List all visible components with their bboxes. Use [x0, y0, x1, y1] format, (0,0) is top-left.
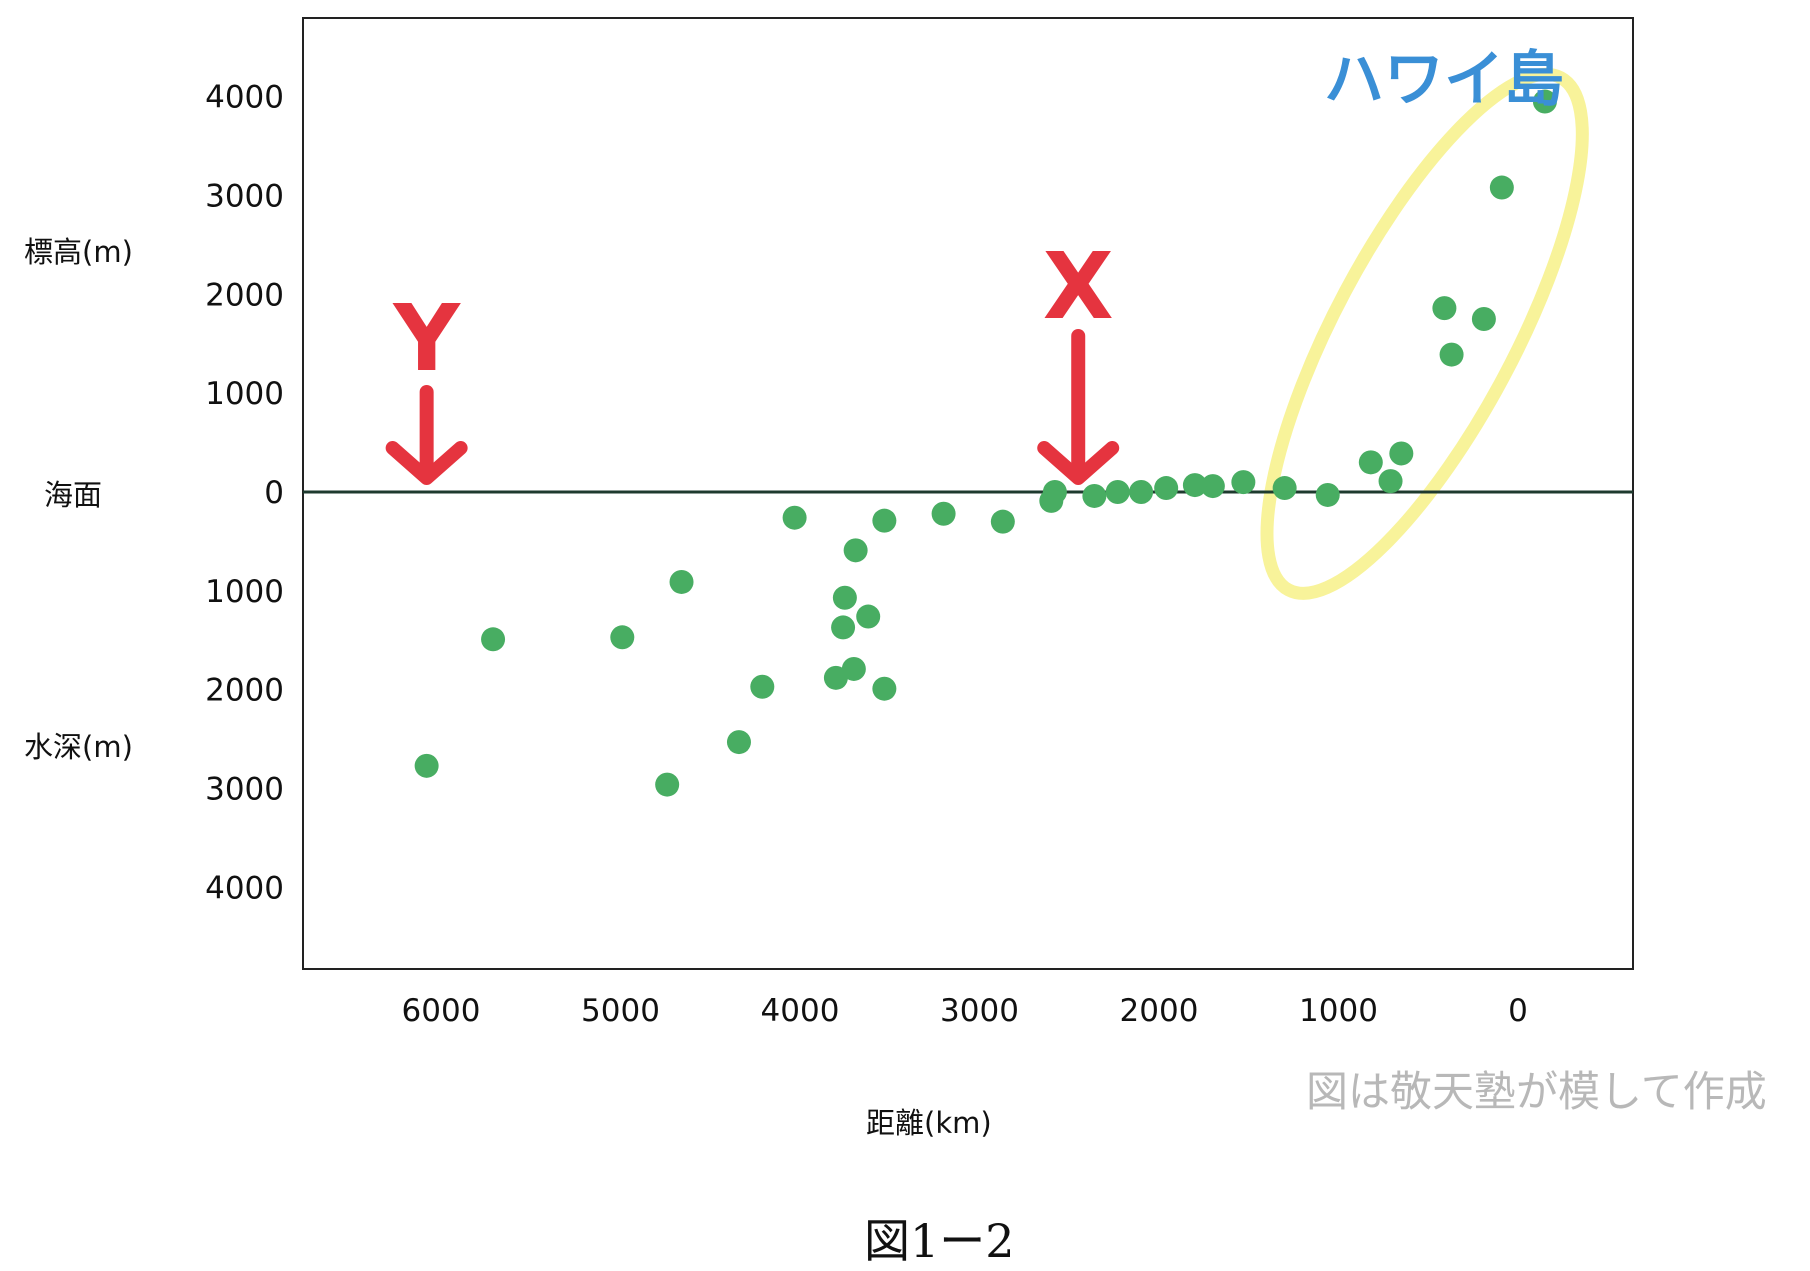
data-point — [669, 569, 694, 594]
data-point — [414, 753, 439, 778]
data-point — [726, 730, 751, 755]
data-point — [750, 674, 775, 699]
data-point — [1471, 307, 1496, 332]
data-point — [872, 676, 897, 701]
data-point — [1315, 482, 1340, 507]
y-tick-label: 1000 — [205, 376, 284, 412]
data-point — [782, 505, 807, 530]
x-axis-label: 距離(km) — [866, 1106, 992, 1140]
y-tick-label: 2000 — [205, 673, 284, 709]
x-tick-label: 5000 — [581, 993, 660, 1029]
y-tick-label: 4000 — [205, 870, 284, 906]
data-point — [1432, 296, 1457, 321]
data-point — [831, 615, 856, 640]
data-point — [1231, 470, 1256, 495]
data-point — [843, 538, 868, 563]
marker-y-label: Y — [392, 285, 461, 392]
y-tick-label: 4000 — [205, 80, 284, 116]
data-point — [1378, 469, 1403, 494]
data-point — [610, 625, 635, 650]
x-tick-label: 0 — [1508, 993, 1528, 1029]
y-tick-label: 1000 — [205, 574, 284, 610]
data-point — [1182, 473, 1207, 498]
data-point — [1105, 480, 1130, 504]
data-point — [832, 585, 857, 610]
x-tick-label: 4000 — [761, 993, 840, 1029]
marker-x-arrowhead — [1037, 441, 1120, 485]
data-point — [1200, 474, 1225, 499]
data-point — [872, 508, 897, 533]
data-point — [1532, 89, 1557, 114]
y-axis-label-sea-level: 海面 — [44, 478, 103, 512]
data-point — [856, 604, 881, 629]
hawaii-island-label: ハワイ島 — [1324, 45, 1564, 115]
data-point — [1489, 175, 1514, 200]
credit-text: 図は敬天塾が模して作成 — [1306, 1067, 1767, 1116]
data-point — [1389, 441, 1414, 466]
data-point — [1272, 476, 1297, 501]
data-point — [1358, 450, 1383, 475]
data-point — [823, 665, 848, 690]
marker-x-label: X — [1043, 233, 1114, 340]
y-tick-label: 0 — [264, 475, 284, 511]
x-tick-label: 6000 — [402, 993, 481, 1029]
y-tick-label: 2000 — [205, 277, 284, 313]
data-point — [1039, 488, 1064, 513]
x-tick-label: 1000 — [1299, 993, 1378, 1029]
x-tick-label: 3000 — [940, 993, 1019, 1029]
figure-caption: 図1ー2 — [864, 1214, 1015, 1268]
y-tick-label: 3000 — [205, 178, 284, 214]
data-point — [1129, 480, 1154, 504]
x-tick-label: 2000 — [1120, 993, 1199, 1029]
data-point — [990, 509, 1015, 534]
hawaii-highlight-ellipse — [1260, 67, 1589, 600]
y-axis-label-elevation: 標高(m) — [24, 235, 133, 269]
data-point — [841, 656, 866, 681]
y-axis-label-depth: 水深(m) — [24, 730, 133, 764]
data-point — [931, 501, 956, 526]
data-point — [481, 627, 506, 652]
data-point — [1439, 342, 1464, 367]
marker-y-arrowhead — [385, 441, 468, 485]
data-point — [655, 772, 680, 797]
data-point — [1154, 476, 1179, 501]
data-point — [1082, 483, 1107, 508]
y-tick-label: 3000 — [205, 772, 284, 808]
